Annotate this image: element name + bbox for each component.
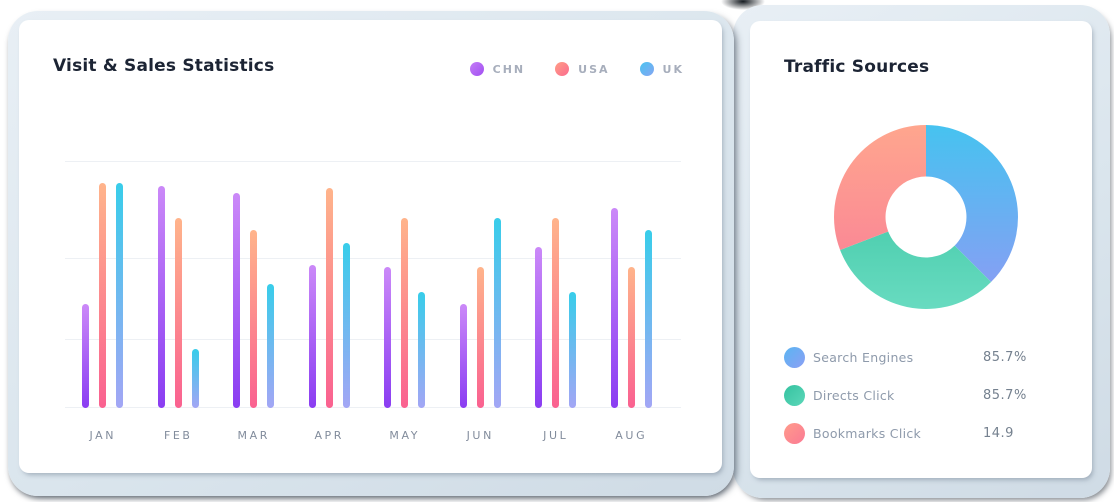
visit-sales-title: Visit & Sales Statistics xyxy=(53,56,275,76)
bar-uk-feb xyxy=(191,349,199,408)
bar-usa-mar xyxy=(250,230,258,408)
bar-usa-jun xyxy=(476,267,484,408)
traffic-legend-dot-search-engines xyxy=(784,347,805,368)
x-axis-label-aug: AUG xyxy=(615,429,648,442)
gridline xyxy=(65,161,681,162)
visit-sales-panel: Visit & Sales Statistics CHN USA UK JAN FEB… xyxy=(8,11,734,496)
visit-sales-card: Visit & Sales Statistics CHN USA UK JAN FEB… xyxy=(19,20,722,473)
bar-chart-groups: JAN FEB MAR APR MAY JUN JUL AUG xyxy=(65,161,670,442)
x-axis-label-jun: JUN xyxy=(466,429,494,442)
traffic-legend-label-search-engines: Search Engines xyxy=(813,350,914,365)
bar-chn-aug xyxy=(610,208,618,408)
legend-dot-usa xyxy=(555,62,570,76)
donut-segment-search-engines xyxy=(926,125,1018,283)
traffic-legend-dot-bookmarks-click xyxy=(784,423,805,444)
legend-item-usa[interactable]: USA xyxy=(555,62,609,76)
traffic-legend-label-directs-click: Directs Click xyxy=(813,388,895,403)
x-axis-label-apr: APR xyxy=(314,429,345,442)
traffic-legend-value-search-engines: 85.7% xyxy=(983,350,1027,365)
bar-chn-apr xyxy=(308,265,316,408)
bar-group-apr: APR xyxy=(292,161,368,442)
bar-usa-may xyxy=(401,218,409,408)
traffic-sources-panel: Traffic Sources Search Engines 85.7% Direc… xyxy=(733,5,1110,498)
bar-chn-feb xyxy=(157,186,165,408)
donut-chart xyxy=(833,125,1018,309)
panel-seam-shadow xyxy=(721,0,765,10)
x-axis-label-jul: JUL xyxy=(543,429,569,442)
bar-usa-jan xyxy=(99,183,107,408)
legend-label-usa: USA xyxy=(578,62,610,76)
bar-group-jun: JUN xyxy=(443,161,519,442)
bar-chart-legend: CHN USA UK xyxy=(469,62,684,76)
legend-item-uk[interactable]: UK xyxy=(639,62,684,76)
traffic-legend-value-bookmarks-click: 14.9 xyxy=(983,426,1014,441)
bar-usa-apr xyxy=(325,188,333,408)
bar-uk-mar xyxy=(267,284,275,408)
bar-group-aug: AUG xyxy=(594,161,670,442)
donut-segment-directs-click xyxy=(840,231,992,309)
legend-dot-uk xyxy=(639,62,654,76)
traffic-legend-value-directs-click: 85.7% xyxy=(983,388,1027,403)
x-axis-label-may: MAY xyxy=(389,429,421,442)
legend-item-chn[interactable]: CHN xyxy=(469,62,526,76)
bar-usa-feb xyxy=(174,218,182,408)
bar-uk-apr xyxy=(342,243,350,408)
traffic-legend-row-bookmarks-click: Bookmarks Click 14.9 xyxy=(784,423,1058,444)
bar-uk-aug xyxy=(644,230,652,408)
donut-segment-bookmarks-click xyxy=(833,125,926,250)
legend-label-uk: UK xyxy=(662,62,684,76)
bar-chn-jun xyxy=(459,304,467,408)
bar-chn-mar xyxy=(233,193,241,408)
traffic-legend-dot-directs-click xyxy=(784,385,805,406)
bar-chn-may xyxy=(384,267,392,408)
gridline xyxy=(65,339,681,340)
traffic-sources-legend: Search Engines 85.7% Directs Click 85.7% Boo… xyxy=(784,347,1058,461)
bar-chn-jul xyxy=(535,247,543,408)
bar-group-may: MAY xyxy=(367,161,443,442)
traffic-sources-card: Traffic Sources Search Engines 85.7% Direc… xyxy=(750,21,1092,478)
gridline xyxy=(65,258,681,259)
bar-group-jul: JUL xyxy=(518,161,594,442)
bar-group-jan: JAN xyxy=(65,161,141,442)
x-axis-label-mar: MAR xyxy=(237,429,270,442)
bar-uk-jul xyxy=(569,292,577,408)
bar-chn-jan xyxy=(82,304,90,408)
bar-group-feb: FEB xyxy=(141,161,217,442)
bar-usa-aug xyxy=(627,267,635,408)
traffic-legend-label-bookmarks-click: Bookmarks Click xyxy=(813,426,922,441)
bar-uk-may xyxy=(418,292,426,408)
traffic-legend-row-search-engines: Search Engines 85.7% xyxy=(784,347,1058,368)
traffic-legend-row-directs-click: Directs Click 85.7% xyxy=(784,385,1058,406)
gridline xyxy=(65,407,681,408)
bar-uk-jun xyxy=(493,218,501,408)
x-axis-label-feb: FEB xyxy=(163,429,193,442)
traffic-sources-title: Traffic Sources xyxy=(784,57,930,77)
legend-label-chn: CHN xyxy=(492,62,526,76)
bar-usa-jul xyxy=(552,218,560,408)
bar-uk-jan xyxy=(116,183,124,408)
bar-chart: JAN FEB MAR APR MAY JUN JUL AUG xyxy=(65,161,681,442)
legend-dot-chn xyxy=(469,62,484,76)
bar-group-mar: MAR xyxy=(216,161,292,442)
x-axis-label-jan: JAN xyxy=(89,429,117,442)
